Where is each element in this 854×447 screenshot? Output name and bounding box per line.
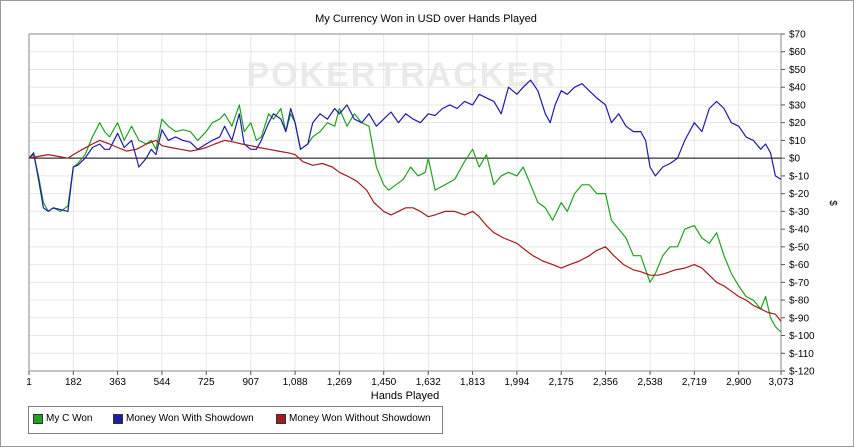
y-tick-label: $-30	[789, 207, 809, 218]
legend-item-without-showdown: Money Won Without Showdown	[276, 413, 431, 424]
legend-swatch	[276, 413, 286, 424]
y-tick-label: $-120	[789, 367, 815, 378]
legend-label: Money Won Without Showdown	[289, 413, 431, 424]
x-tick-label: 1,632	[416, 377, 441, 388]
x-axis-label: Hands Played	[371, 390, 440, 402]
legend-item-with-showdown: Money Won With Showdown	[113, 413, 254, 424]
y-tick-label: $0	[789, 154, 801, 165]
y-tick-label: $60	[789, 47, 806, 58]
x-tick-label: 2,900	[726, 377, 751, 388]
legend-item-my-c-won: My C Won	[33, 413, 93, 424]
legend-swatch	[33, 413, 43, 424]
y-tick-label: $30	[789, 100, 806, 111]
x-tick-label: 2,719	[682, 377, 707, 388]
series-line-money-won-without-showdown	[28, 139, 782, 322]
x-tick-label: 1,269	[327, 377, 352, 388]
x-tick-label: 182	[65, 377, 82, 388]
x-tick-label: 1,994	[504, 377, 529, 388]
y-tick-label: $-90	[789, 313, 809, 324]
y-axis-label: $	[827, 200, 838, 206]
x-tick-label: 907	[242, 377, 259, 388]
x-tick-label: 725	[198, 377, 215, 388]
legend-label: Money Won With Showdown	[126, 413, 254, 424]
y-tick-label: $50	[789, 65, 806, 76]
series-line-my-c-won	[28, 104, 782, 333]
chart-title: My Currency Won in USD over Hands Played	[315, 13, 537, 25]
x-tick-label: 1,813	[460, 377, 485, 388]
x-tick-label: 3,073	[768, 377, 793, 388]
x-tick-label: 1,450	[371, 377, 396, 388]
y-tick-label: $40	[789, 83, 806, 94]
y-tick-label: $-110	[789, 349, 814, 360]
legend-swatch	[113, 413, 123, 424]
x-tick-label: 2,538	[638, 377, 663, 388]
legend: My C Won Money Won With Showdown Money W…	[28, 406, 443, 434]
x-tick-label: 363	[109, 377, 126, 388]
y-tick-label: $-80	[789, 296, 809, 307]
x-tick-label: 1,088	[283, 377, 308, 388]
x-tick-label: 1	[26, 377, 32, 388]
series-line-money-won-with-showdown	[28, 79, 782, 212]
y-tick-label: $20	[789, 118, 806, 129]
y-tick-label: $-70	[789, 278, 809, 289]
watermark: POKERTRACKER	[246, 56, 557, 94]
x-tick-label: 2,356	[593, 377, 618, 388]
y-tick-label: $70	[789, 30, 806, 41]
y-tick-label: $10	[789, 136, 806, 147]
y-tick-label: $-100	[789, 331, 815, 342]
y-tick-label: $-20	[789, 189, 809, 200]
y-tick-label: $-10	[789, 171, 809, 182]
x-tick-label: 544	[154, 377, 171, 388]
x-tick-label: 2,175	[549, 377, 574, 388]
y-tick-label: $-40	[789, 225, 809, 236]
y-tick-label: $-60	[789, 260, 809, 271]
y-tick-label: $-50	[789, 242, 809, 253]
legend-label: My C Won	[46, 413, 93, 424]
plot-area	[28, 33, 782, 372]
